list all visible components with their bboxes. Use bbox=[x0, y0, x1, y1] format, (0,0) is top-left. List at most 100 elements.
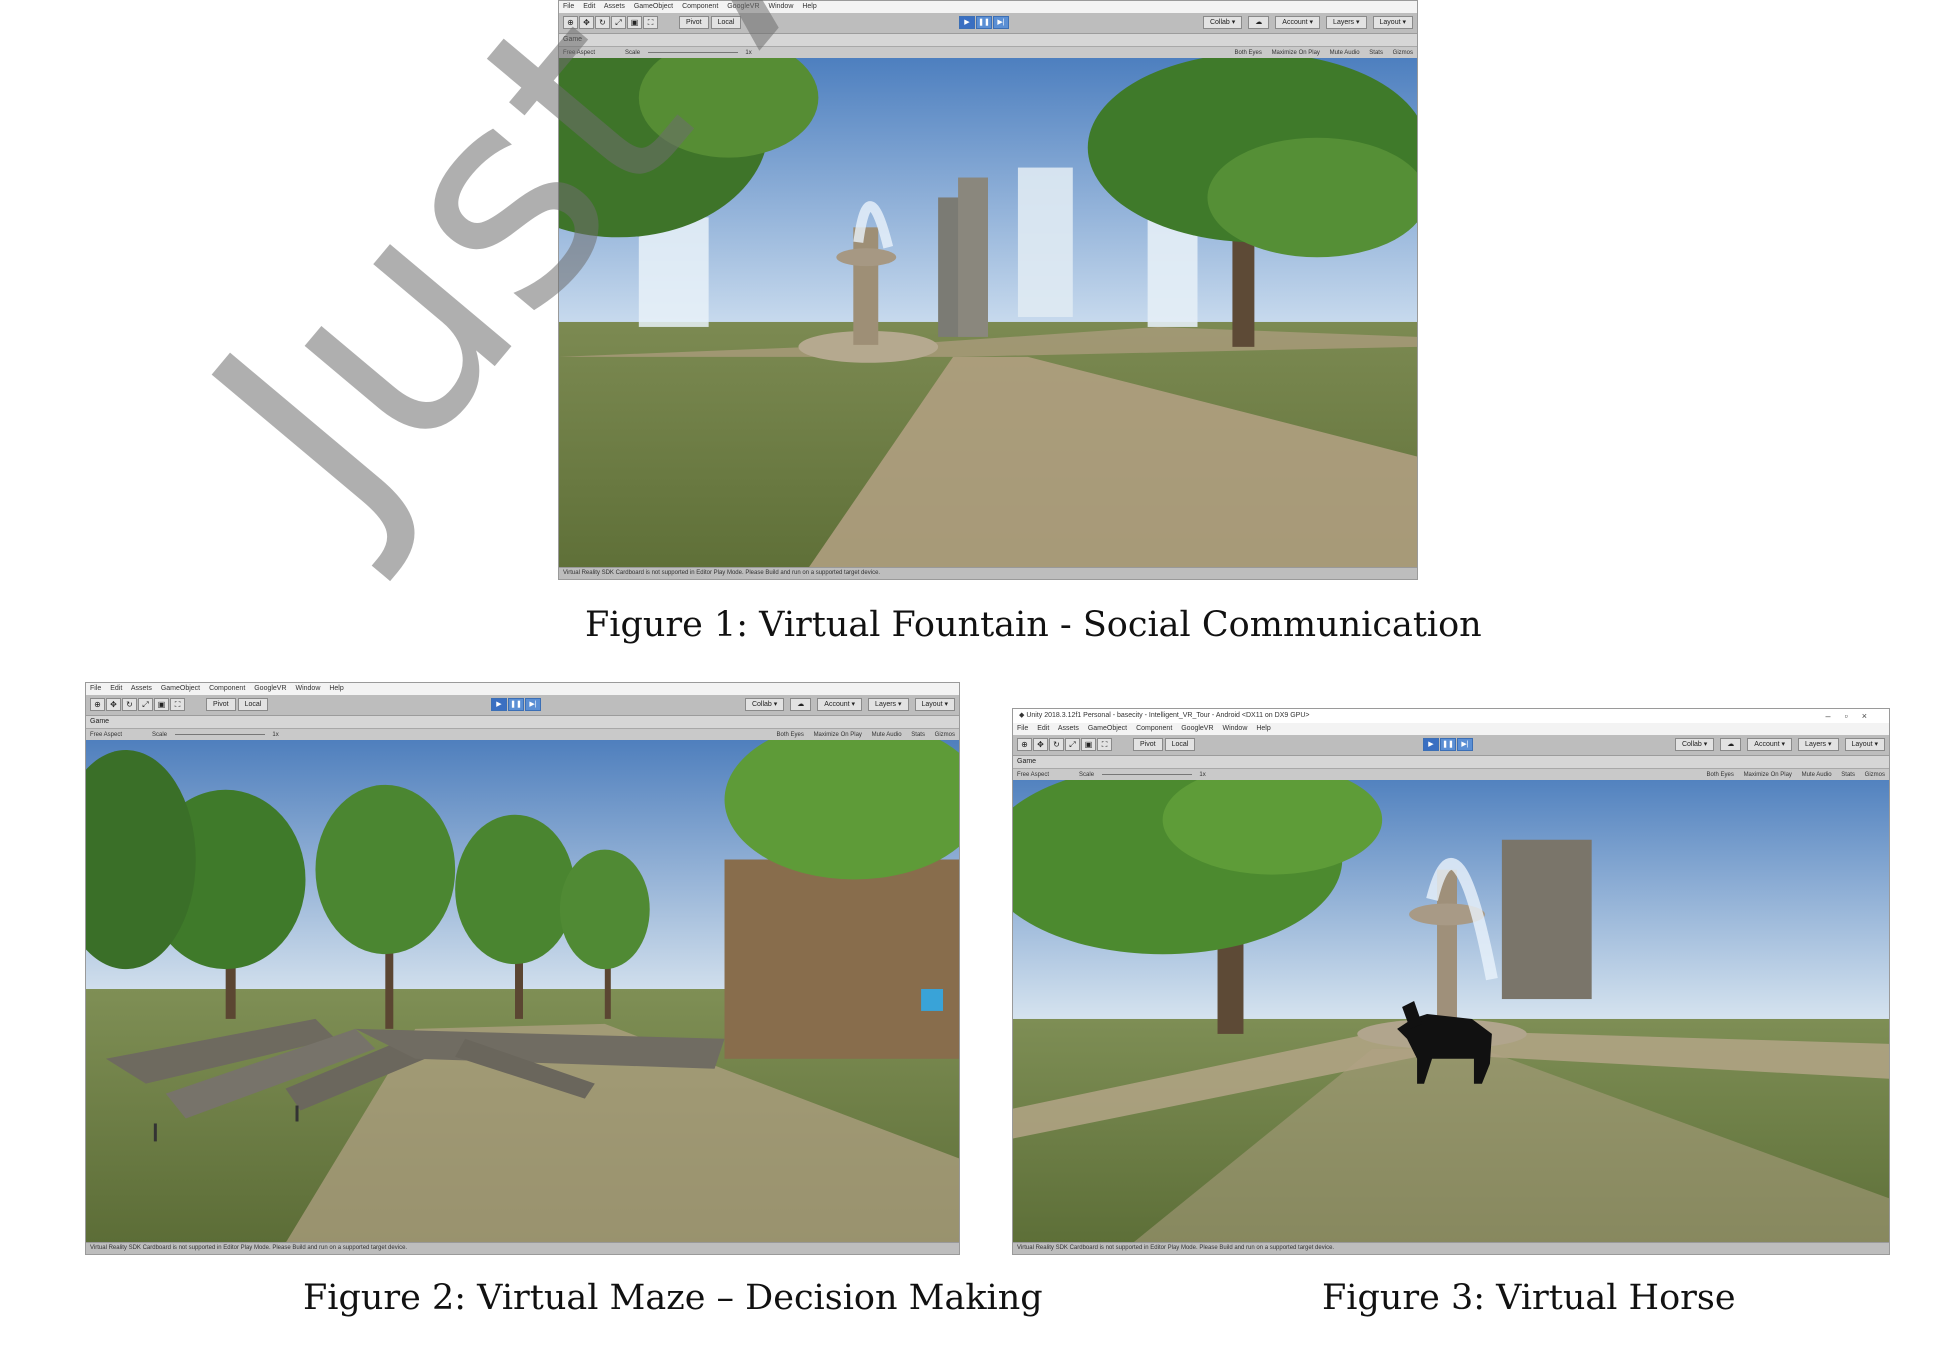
play-button[interactable]: ▶ bbox=[491, 698, 507, 711]
scale-slider[interactable] bbox=[174, 733, 265, 735]
game-viewport[interactable] bbox=[559, 58, 1417, 568]
layout-dropdown[interactable]: Layout ▾ bbox=[1372, 16, 1413, 29]
menu-help[interactable]: Help bbox=[1256, 725, 1271, 732]
transform-tool-icon[interactable]: ⛶ bbox=[170, 698, 185, 711]
hand-tool-icon[interactable]: ⊕ bbox=[1017, 738, 1032, 751]
local-button[interactable]: Local bbox=[710, 16, 742, 29]
aspect-dropdown[interactable]: Free Aspect bbox=[563, 50, 596, 56]
rect-tool-icon[interactable]: ▣ bbox=[154, 698, 169, 711]
rotate-tool-icon[interactable]: ↻ bbox=[1049, 738, 1064, 751]
rect-tool-icon[interactable]: ▣ bbox=[627, 16, 642, 29]
collab-button[interactable]: Collab ▾ bbox=[744, 698, 785, 711]
account-dropdown[interactable]: Account ▾ bbox=[1275, 16, 1321, 29]
menu-gameobject[interactable]: GameObject bbox=[160, 685, 201, 692]
gizmos-option[interactable]: Gizmos bbox=[934, 732, 955, 738]
scale-slider[interactable] bbox=[1101, 773, 1192, 775]
menu-component[interactable]: Component bbox=[209, 685, 246, 692]
maximize-on-play-option[interactable]: Maximize On Play bbox=[813, 732, 862, 738]
pause-button[interactable]: ❚❚ bbox=[976, 16, 992, 29]
transform-tool-icon[interactable]: ⛶ bbox=[643, 16, 658, 29]
layout-dropdown[interactable]: Layout ▾ bbox=[914, 698, 955, 711]
minimize-icon[interactable]: – bbox=[1825, 711, 1845, 721]
transform-tool-icon[interactable]: ⛶ bbox=[1097, 738, 1112, 751]
menu-edit[interactable]: Edit bbox=[110, 685, 123, 692]
scale-tool-icon[interactable]: ⤢ bbox=[1065, 738, 1080, 751]
collab-button[interactable]: Collab ▾ bbox=[1202, 16, 1243, 29]
layers-dropdown[interactable]: Layers ▾ bbox=[1798, 738, 1839, 751]
step-button[interactable]: ▶| bbox=[993, 16, 1009, 29]
gizmos-option[interactable]: Gizmos bbox=[1864, 772, 1885, 778]
menu-googlevr[interactable]: GoogleVR bbox=[727, 3, 760, 10]
both-eyes-option[interactable]: Both Eyes bbox=[1706, 772, 1734, 778]
play-button[interactable]: ▶ bbox=[1423, 738, 1439, 751]
menu-window[interactable]: Window bbox=[295, 685, 321, 692]
hand-tool-icon[interactable]: ⊕ bbox=[563, 16, 578, 29]
menu-edit[interactable]: Edit bbox=[1037, 725, 1050, 732]
pivot-button[interactable]: Pivot bbox=[206, 698, 236, 711]
move-tool-icon[interactable]: ✥ bbox=[1033, 738, 1048, 751]
layers-dropdown[interactable]: Layers ▾ bbox=[1326, 16, 1367, 29]
menu-window[interactable]: Window bbox=[1222, 725, 1248, 732]
menu-component[interactable]: Component bbox=[682, 3, 719, 10]
move-tool-icon[interactable]: ✥ bbox=[579, 16, 594, 29]
pause-button[interactable]: ❚❚ bbox=[1440, 738, 1456, 751]
game-viewport[interactable] bbox=[1013, 780, 1889, 1243]
account-dropdown[interactable]: Account ▾ bbox=[1747, 738, 1793, 751]
game-tab[interactable]: Game bbox=[559, 34, 1417, 47]
step-button[interactable]: ▶| bbox=[1457, 738, 1473, 751]
game-tab[interactable]: Game bbox=[86, 716, 959, 729]
close-icon[interactable]: × bbox=[1861, 711, 1881, 721]
step-button[interactable]: ▶| bbox=[525, 698, 541, 711]
scale-slider[interactable] bbox=[647, 51, 738, 53]
move-tool-icon[interactable]: ✥ bbox=[106, 698, 121, 711]
account-dropdown[interactable]: Account ▾ bbox=[817, 698, 863, 711]
scale-tool-icon[interactable]: ⤢ bbox=[138, 698, 153, 711]
both-eyes-option[interactable]: Both Eyes bbox=[776, 732, 804, 738]
cloud-icon[interactable]: ☁ bbox=[790, 698, 812, 711]
menu-assets[interactable]: Assets bbox=[1057, 725, 1079, 732]
pivot-button[interactable]: Pivot bbox=[1133, 738, 1163, 751]
pause-button[interactable]: ❚❚ bbox=[508, 698, 524, 711]
cloud-icon[interactable]: ☁ bbox=[1720, 738, 1742, 751]
menu-file[interactable]: File bbox=[563, 3, 575, 10]
both-eyes-option[interactable]: Both Eyes bbox=[1234, 50, 1262, 56]
rotate-tool-icon[interactable]: ↻ bbox=[122, 698, 137, 711]
menu-assets[interactable]: Assets bbox=[130, 685, 152, 692]
rect-tool-icon[interactable]: ▣ bbox=[1081, 738, 1096, 751]
menu-file[interactable]: File bbox=[90, 685, 102, 692]
mute-audio-option[interactable]: Mute Audio bbox=[871, 732, 902, 738]
game-viewport[interactable] bbox=[86, 740, 959, 1243]
maximize-icon[interactable]: ▫ bbox=[1844, 711, 1862, 721]
stats-option[interactable]: Stats bbox=[1841, 772, 1855, 778]
pivot-button[interactable]: Pivot bbox=[679, 16, 709, 29]
menu-component[interactable]: Component bbox=[1136, 725, 1173, 732]
menu-help[interactable]: Help bbox=[802, 3, 817, 10]
play-button[interactable]: ▶ bbox=[959, 16, 975, 29]
layout-dropdown[interactable]: Layout ▾ bbox=[1844, 738, 1885, 751]
scale-tool-icon[interactable]: ⤢ bbox=[611, 16, 626, 29]
stats-option[interactable]: Stats bbox=[1369, 50, 1383, 56]
menu-file[interactable]: File bbox=[1017, 725, 1029, 732]
menu-help[interactable]: Help bbox=[329, 685, 344, 692]
menu-assets[interactable]: Assets bbox=[603, 3, 625, 10]
menu-edit[interactable]: Edit bbox=[583, 3, 596, 10]
maximize-on-play-option[interactable]: Maximize On Play bbox=[1743, 772, 1792, 778]
menu-window[interactable]: Window bbox=[768, 3, 794, 10]
stats-option[interactable]: Stats bbox=[911, 732, 925, 738]
local-button[interactable]: Local bbox=[237, 698, 269, 711]
aspect-dropdown[interactable]: Free Aspect bbox=[1017, 772, 1050, 778]
mute-audio-option[interactable]: Mute Audio bbox=[1801, 772, 1832, 778]
menu-gameobject[interactable]: GameObject bbox=[633, 3, 674, 10]
layers-dropdown[interactable]: Layers ▾ bbox=[868, 698, 909, 711]
collab-button[interactable]: Collab ▾ bbox=[1674, 738, 1715, 751]
menu-googlevr[interactable]: GoogleVR bbox=[254, 685, 287, 692]
menu-gameobject[interactable]: GameObject bbox=[1087, 725, 1128, 732]
gizmos-option[interactable]: Gizmos bbox=[1392, 50, 1413, 56]
menu-googlevr[interactable]: GoogleVR bbox=[1181, 725, 1214, 732]
local-button[interactable]: Local bbox=[1164, 738, 1196, 751]
cloud-icon[interactable]: ☁ bbox=[1248, 16, 1270, 29]
rotate-tool-icon[interactable]: ↻ bbox=[595, 16, 610, 29]
game-tab[interactable]: Game bbox=[1013, 756, 1889, 769]
maximize-on-play-option[interactable]: Maximize On Play bbox=[1271, 50, 1320, 56]
hand-tool-icon[interactable]: ⊕ bbox=[90, 698, 105, 711]
